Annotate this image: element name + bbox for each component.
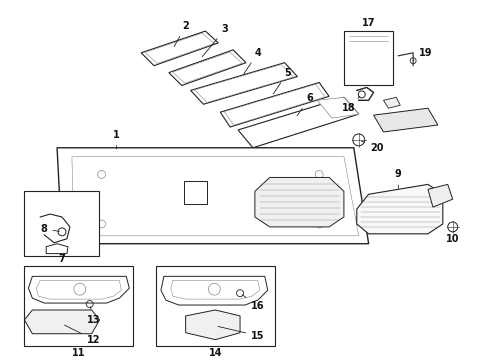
Polygon shape	[141, 31, 218, 66]
Text: 14: 14	[209, 347, 222, 357]
Text: 5: 5	[273, 68, 291, 94]
Polygon shape	[255, 177, 344, 227]
Polygon shape	[238, 97, 359, 148]
Text: 13: 13	[87, 307, 100, 325]
Text: 19: 19	[413, 48, 433, 61]
Polygon shape	[428, 184, 453, 207]
Text: 4: 4	[244, 48, 261, 74]
Text: 8: 8	[41, 224, 59, 234]
Text: 7: 7	[59, 253, 65, 264]
Polygon shape	[161, 276, 268, 305]
Polygon shape	[24, 310, 99, 334]
Text: 16: 16	[242, 295, 265, 311]
Text: 11: 11	[72, 347, 86, 357]
Polygon shape	[57, 148, 368, 244]
Polygon shape	[169, 50, 246, 85]
Polygon shape	[384, 97, 400, 108]
Text: 2: 2	[174, 21, 189, 46]
Polygon shape	[220, 82, 329, 127]
Polygon shape	[317, 97, 359, 118]
Polygon shape	[373, 108, 438, 132]
FancyBboxPatch shape	[156, 266, 275, 346]
Text: 10: 10	[446, 234, 460, 244]
Text: 6: 6	[297, 93, 313, 116]
Polygon shape	[28, 276, 129, 303]
FancyBboxPatch shape	[24, 266, 133, 346]
Text: 12: 12	[65, 325, 100, 345]
Text: 3: 3	[202, 24, 229, 57]
Text: 15: 15	[218, 327, 265, 341]
Polygon shape	[186, 310, 240, 339]
Text: 18: 18	[342, 96, 360, 113]
Text: 9: 9	[395, 170, 402, 189]
Text: 20: 20	[361, 141, 383, 153]
Polygon shape	[357, 184, 443, 234]
Text: 17: 17	[362, 18, 375, 28]
Polygon shape	[191, 63, 297, 104]
Text: 1: 1	[113, 130, 120, 149]
Polygon shape	[344, 31, 393, 85]
FancyBboxPatch shape	[24, 191, 98, 256]
